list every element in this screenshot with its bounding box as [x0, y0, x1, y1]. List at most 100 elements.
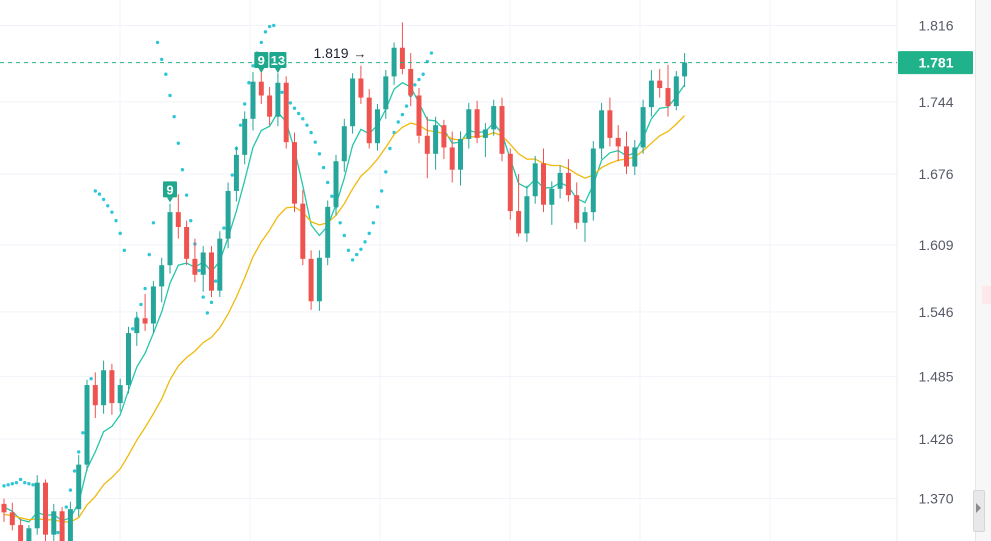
candle: [267, 86, 273, 126]
candle: [557, 165, 563, 199]
y-tick-label: 1.485: [918, 369, 953, 385]
candle-body: [474, 109, 480, 138]
current-price-value: 1.781: [918, 55, 953, 71]
candle: [632, 140, 638, 176]
candle-body: [491, 106, 497, 130]
candle: [175, 194, 181, 239]
candle-body: [200, 252, 206, 275]
psar-dot: [243, 102, 247, 106]
candle-body: [9, 512, 15, 526]
candle-body: [233, 154, 239, 191]
psar-dot: [359, 247, 363, 251]
candle-body: [441, 125, 447, 148]
high-arrow-icon: →: [354, 46, 367, 61]
psar-dot: [280, 90, 284, 94]
psar-dot: [338, 221, 342, 225]
candle: [491, 99, 497, 136]
candle: [424, 116, 430, 179]
candle: [134, 311, 140, 346]
candle: [383, 70, 389, 119]
candle: [200, 246, 206, 292]
candle: [565, 159, 571, 202]
psar-dot: [346, 248, 351, 253]
price-axis[interactable]: 1.816 1.744 1.676 1.609 1.546 1.485 1.426 1.370: [918, 17, 953, 506]
candle-body: [599, 110, 605, 149]
psar-dot: [201, 295, 205, 299]
psar-dot: [326, 180, 330, 185]
candle: [391, 42, 397, 85]
expand-arrow-icon[interactable]: [976, 503, 981, 513]
candle: [101, 360, 107, 414]
candle-body: [184, 227, 190, 259]
candle-body: [150, 286, 156, 324]
candle-body: [648, 80, 654, 108]
candle: [358, 65, 364, 104]
candle: [333, 154, 339, 216]
candle-body: [333, 161, 339, 207]
td-marker-pointer: [258, 67, 265, 73]
candle-body: [1, 503, 7, 513]
psar-dot: [404, 104, 409, 108]
psar-dot: [180, 168, 185, 172]
psar-dot: [151, 221, 156, 225]
td-marker-pointer: [167, 197, 173, 203]
td-marker-badge: [269, 51, 287, 68]
candle: [341, 118, 347, 172]
candle-body: [458, 138, 463, 170]
psar-dot: [172, 114, 176, 119]
candle: [1, 498, 7, 522]
candle: [682, 53, 688, 87]
psar-dot: [355, 252, 359, 257]
psar-dot: [400, 112, 405, 117]
candle: [458, 131, 463, 186]
candle: [408, 53, 414, 107]
psar-dot: [176, 141, 180, 145]
candle-body: [67, 509, 73, 541]
candle: [26, 525, 32, 541]
psar-dot: [197, 268, 201, 273]
psar-dot: [384, 170, 388, 174]
psar-dot: [106, 204, 110, 208]
psar-dot: [209, 300, 214, 305]
candle: [449, 131, 455, 183]
candle: [159, 257, 165, 303]
candle: [233, 146, 239, 202]
psar-dot: [388, 146, 392, 151]
candle-body: [557, 172, 563, 189]
candle: [482, 123, 488, 157]
candle-body: [632, 147, 638, 167]
candle-body: [640, 107, 646, 148]
candle-body: [76, 464, 82, 510]
candle: [615, 125, 621, 162]
high-price-label: 1.819: [313, 45, 348, 61]
psar-dot: [309, 130, 313, 135]
candle: [316, 250, 322, 311]
candle-body: [507, 153, 513, 212]
psar-dot: [413, 83, 417, 87]
psar-dot: [222, 226, 226, 230]
y-tick-label: 1.816: [918, 17, 953, 33]
candle-body: [92, 385, 98, 406]
candle-body: [43, 482, 48, 535]
candle-body: [549, 188, 555, 205]
candle-body: [399, 47, 405, 69]
candle: [283, 76, 289, 149]
psar-dot: [301, 117, 305, 121]
candle-body: [574, 195, 580, 223]
psar-dot: [321, 165, 326, 170]
td-marker-badge: [254, 51, 269, 68]
y-tick-label: 1.370: [918, 491, 953, 507]
psar-dot: [288, 101, 293, 105]
candle-body: [292, 142, 297, 204]
psar-dot: [375, 205, 380, 209]
candle: [516, 173, 522, 237]
y-tick-label: 1.676: [918, 166, 953, 182]
candle-body: [532, 163, 538, 197]
candle: [225, 182, 231, 249]
psar-dot: [147, 252, 151, 257]
candle: [59, 507, 65, 541]
candle-body: [350, 78, 356, 127]
psar-dot: [6, 483, 10, 487]
candle: [524, 185, 530, 242]
